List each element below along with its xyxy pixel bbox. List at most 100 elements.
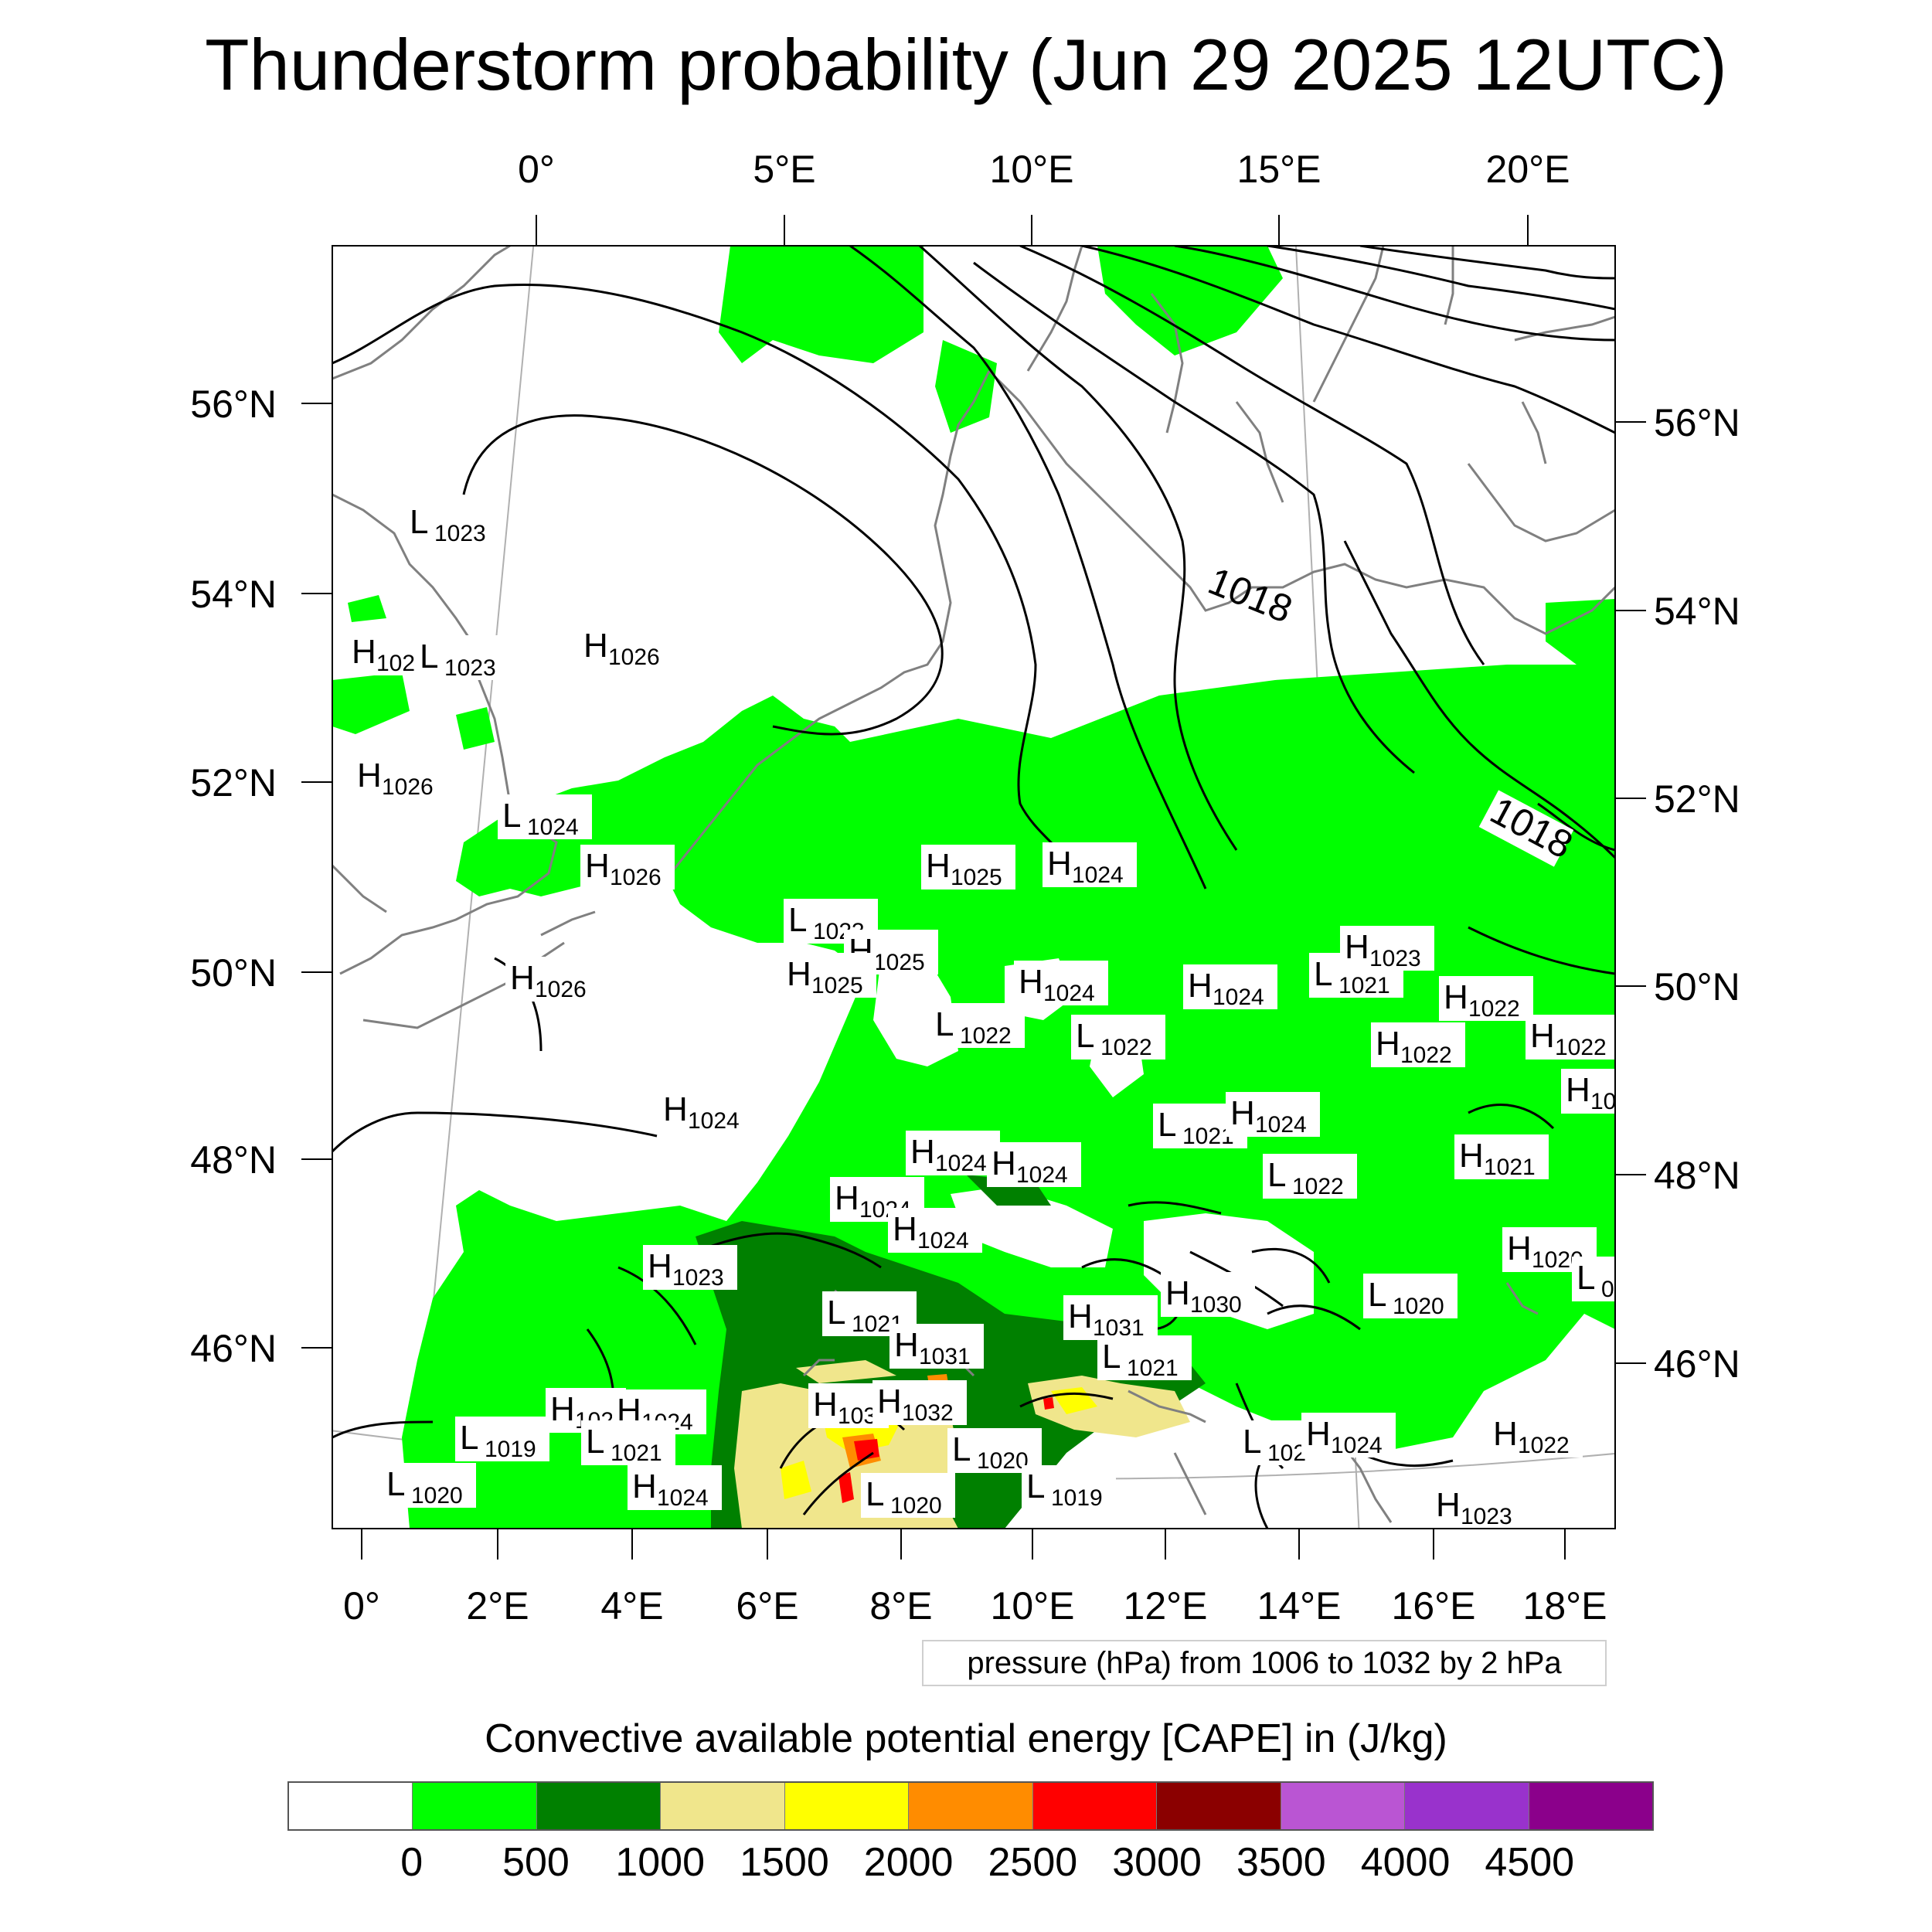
pressure-center-type: H (992, 1145, 1016, 1182)
lon-label-top: 0° (518, 148, 555, 191)
pressure-center-value: 103 (838, 1403, 876, 1429)
cape-2500-3000-region (838, 1397, 1054, 1503)
pressure-label-box (1340, 926, 1434, 971)
colorbar-swatch (413, 1783, 537, 1829)
pressure-center-type: H (1566, 1071, 1590, 1109)
low-pressure-label: L 1019 (455, 1417, 549, 1462)
high-pressure-label: H 1030 (1161, 1272, 1255, 1318)
pressure-center-value: 1023 (1461, 1504, 1512, 1529)
pressure-center-type: L (1243, 1423, 1261, 1461)
lat-label-left: 46°N (190, 1327, 277, 1370)
pressure-label-box (1263, 1154, 1357, 1199)
pressure-center-value: 1025 (873, 950, 925, 975)
high-pressure-label: H 1032 (872, 1380, 967, 1426)
colorbar-tick-label: 500 (502, 1840, 570, 1885)
pressure-label-box (498, 794, 592, 839)
high-pressure-label: H 1031 (1063, 1295, 1158, 1341)
pressure-center-value: 1024 (1016, 1162, 1068, 1188)
pressure-label-box (1097, 1335, 1192, 1380)
pressure-center-type: H (663, 1090, 688, 1128)
pressure-label-box (581, 1420, 675, 1465)
pressure-center-value: 1024 (935, 1151, 987, 1176)
pressure-center-type: L (935, 1005, 954, 1043)
lat-label-left: 50°N (190, 951, 277, 995)
pressure-center-value: 1023 (434, 521, 486, 546)
colorbar-tick-label: 3500 (1236, 1840, 1326, 1885)
pressure-center-type: H (893, 1210, 917, 1248)
high-pressure-label: H 1031 (889, 1324, 984, 1369)
pressure-center-type: L (502, 797, 521, 835)
high-pressure-label: H 1026 (580, 845, 675, 890)
pressure-label-box (1561, 1069, 1615, 1114)
pressure-center-value: 1021 (1182, 1124, 1234, 1149)
colorbar-swatch (289, 1783, 413, 1829)
pressure-label-box (1183, 964, 1277, 1009)
lon-label-bottom: 10°E (991, 1584, 1075, 1628)
pressure-center-value: 1026 (608, 645, 660, 670)
pressure-center-type: H (1068, 1298, 1093, 1335)
pressure-center-type: L (1368, 1276, 1386, 1314)
lon-label-top: 5°E (753, 148, 815, 191)
pressure-label-box (1063, 1295, 1158, 1340)
map-frame-border (332, 245, 1616, 1529)
colorbar-tick-label: 2500 (988, 1840, 1078, 1885)
pressure-center-type: L (1102, 1338, 1121, 1376)
pressure-center-value: 1021 (611, 1440, 662, 1466)
low-pressure-label: L 01 (1572, 1257, 1615, 1302)
lat-label-right: 54°N (1654, 590, 1740, 633)
pressure-center-type: H (835, 1179, 859, 1217)
low-pressure-label: L 1023 (415, 635, 509, 681)
lon-label-bottom: 4°E (600, 1584, 663, 1628)
colorbar-swatch (1405, 1783, 1529, 1829)
pressure-center-value: 1022 (1468, 996, 1520, 1022)
pressure-center-type: L (586, 1423, 604, 1461)
pressure-center-value: 1025 (811, 973, 863, 998)
pressure-center-type: L (1267, 1156, 1286, 1194)
pressure-center-type: H (632, 1468, 657, 1505)
high-pressure-label: H 10 (1561, 1069, 1615, 1114)
pressure-label-box (1301, 1413, 1396, 1458)
pressure-center-value: 1026 (535, 977, 587, 1002)
pressure-center-value: 1022 (1400, 1043, 1452, 1068)
pressure-label-box (1226, 1092, 1320, 1137)
colorbar-tick-label: 0 (400, 1840, 423, 1885)
pressure-center-type: L (1026, 1468, 1045, 1505)
low-pressure-label: L 1021 (581, 1420, 675, 1466)
pressure-center-type: H (1444, 978, 1468, 1016)
pressure-center-value: 1025 (951, 865, 1002, 890)
pressure-center-value: 1022 (960, 1023, 1012, 1049)
lat-label-right: 52°N (1654, 777, 1740, 821)
low-pressure-label: L 1020 (382, 1463, 476, 1509)
lat-label-right: 48°N (1654, 1154, 1740, 1197)
pressure-center-value: 1021 (1127, 1355, 1179, 1381)
pressure-center-type: H (1345, 928, 1369, 966)
low-pressure-label: L 1022 (1263, 1154, 1357, 1199)
tick-marks (301, 215, 1646, 1560)
pressure-center-value: 1020 (890, 1493, 942, 1519)
high-pressure-label: H 1025 (921, 845, 1015, 890)
pressure-center-value: 1022 (1555, 1035, 1607, 1060)
pressure-center-type: H (1047, 845, 1072, 883)
high-pressure-label: H 1025 (782, 953, 876, 998)
colorbar-tick-label: 2000 (863, 1840, 954, 1885)
pressure-center-value: 1024 (1213, 985, 1264, 1010)
high-pressure-label: H 1026 (505, 957, 600, 1002)
pressure-label-box (580, 845, 675, 889)
low-pressure-label: L 1022 (1071, 1015, 1165, 1060)
pressure-center-value: 1024 (1043, 981, 1095, 1006)
pressure-label-box (930, 1003, 1025, 1048)
low-pressure-label: L 1021 (1309, 953, 1403, 998)
pressure-center-type: H (877, 1383, 902, 1420)
pressure-center-value: 1021 (1484, 1155, 1536, 1180)
colorbar-tick-label: 4000 (1360, 1840, 1451, 1885)
pressure-center-type: H (1493, 1415, 1518, 1453)
pressure-label-box (1022, 1465, 1116, 1510)
lon-label-bottom: 8°E (869, 1584, 932, 1628)
pressure-label-box (352, 754, 447, 799)
pressure-center-value: 1019 (1051, 1485, 1103, 1511)
